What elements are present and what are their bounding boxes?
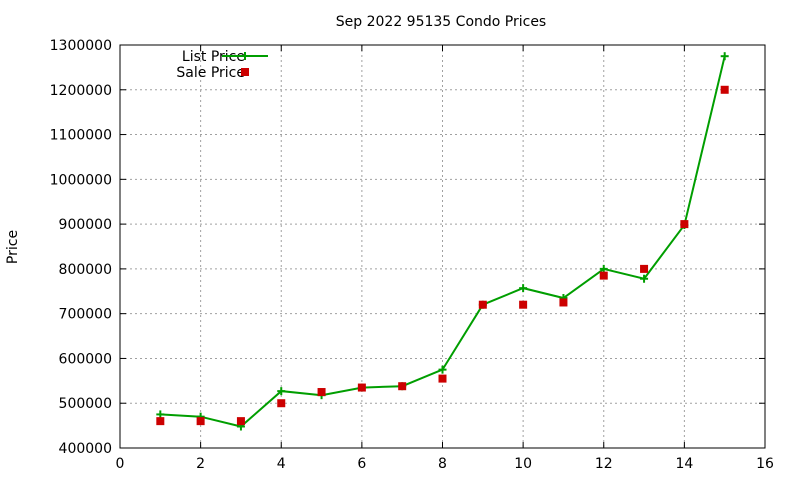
y-tick-label: 400000 bbox=[59, 441, 112, 457]
x-tick-label: 2 bbox=[196, 456, 205, 472]
legend-entry-sale-price: Sale Price bbox=[176, 65, 249, 81]
sale-price-point bbox=[317, 388, 326, 397]
sale-price-point bbox=[156, 417, 165, 426]
y-tick-label: 600000 bbox=[59, 351, 112, 367]
y-tick-label: 800000 bbox=[59, 262, 112, 278]
x-tick-label: 8 bbox=[438, 456, 447, 472]
legend-plus-marker bbox=[241, 52, 249, 60]
legend-label: Sale Price bbox=[176, 65, 245, 81]
x-tick-label: 12 bbox=[595, 456, 613, 472]
sale-price-point bbox=[478, 300, 487, 309]
x-tick-label: 0 bbox=[116, 456, 125, 472]
series-list-price bbox=[156, 52, 729, 431]
y-tick-label: 1100000 bbox=[50, 128, 112, 144]
x-tick-label: 6 bbox=[357, 456, 366, 472]
sale-price-point bbox=[196, 417, 205, 426]
sale-price-point bbox=[559, 298, 568, 307]
list-price-point bbox=[438, 365, 447, 374]
x-tick-label: 16 bbox=[756, 456, 774, 472]
axes: 0 2 4 6 8 10 12 14 16 400000 500000 600000 700000 800… bbox=[50, 38, 774, 472]
list-price-point bbox=[156, 410, 165, 419]
sale-price-point bbox=[599, 271, 608, 280]
legend-label: List Price bbox=[182, 49, 245, 65]
sale-price-point bbox=[640, 264, 649, 273]
y-tick-label: 700000 bbox=[59, 307, 112, 323]
sale-price-point bbox=[357, 383, 366, 392]
legend-square-marker bbox=[241, 68, 249, 76]
sale-price-point bbox=[680, 220, 689, 229]
x-tick-label: 4 bbox=[277, 456, 286, 472]
list-price-point bbox=[599, 264, 608, 273]
y-tick-label: 900000 bbox=[59, 217, 112, 233]
series-sale-price bbox=[156, 85, 729, 426]
y-tick-label: 500000 bbox=[59, 396, 112, 412]
list-price-point bbox=[640, 274, 649, 283]
y-tick-label: 1200000 bbox=[50, 83, 112, 99]
x-tick-label: 14 bbox=[675, 456, 693, 472]
sale-price-point bbox=[236, 417, 245, 426]
series bbox=[156, 52, 729, 431]
list-price-point bbox=[720, 52, 729, 61]
sale-price-point bbox=[438, 374, 447, 383]
list-price-point bbox=[277, 387, 286, 396]
y-tick-label: 1300000 bbox=[50, 38, 112, 54]
x-tick-label: 10 bbox=[514, 456, 532, 472]
list-price-point bbox=[519, 284, 528, 293]
sale-price-point bbox=[519, 300, 528, 309]
sale-price-point bbox=[277, 399, 286, 408]
sale-price-point bbox=[398, 382, 407, 391]
sale-price-point bbox=[720, 85, 729, 94]
y-tick-label: 1000000 bbox=[50, 172, 112, 188]
chart-title: Sep 2022 95135 Condo Prices bbox=[336, 14, 546, 30]
y-axis-label: Price bbox=[5, 230, 21, 264]
legend-entry-list-price: List Price bbox=[182, 49, 268, 65]
